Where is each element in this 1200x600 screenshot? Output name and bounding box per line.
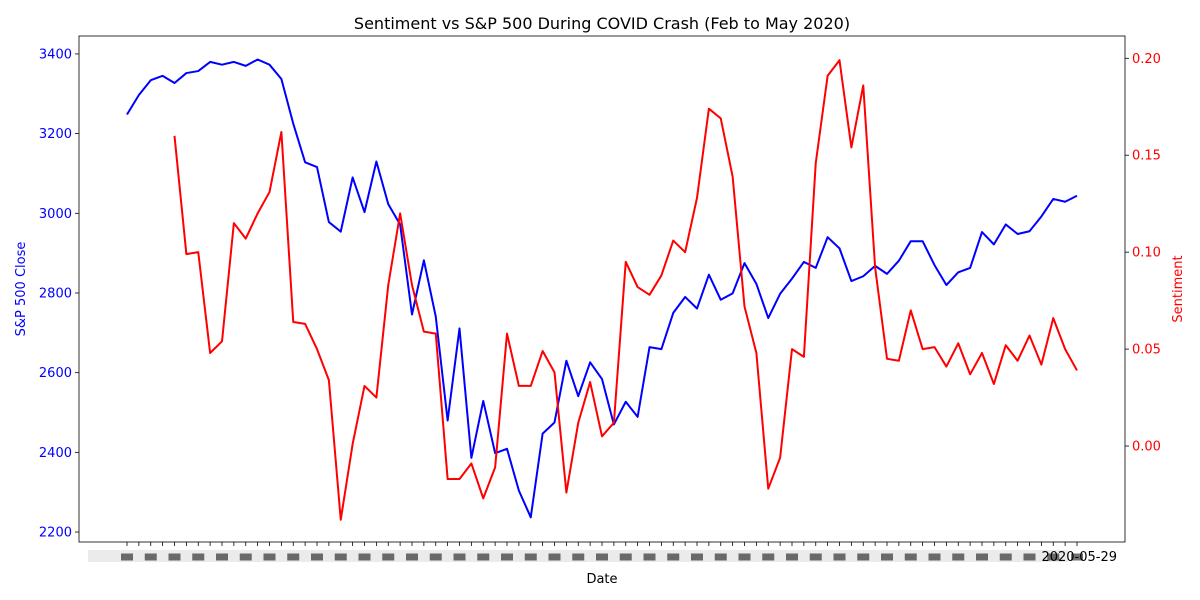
left-tick-label: 2600 (39, 366, 72, 381)
sp500-line (126, 58, 1078, 519)
right-tick-label: 0.10 (1132, 246, 1161, 261)
right-tick-label: 0.05 (1132, 343, 1161, 358)
x-tick-label-last: 2020-05-29 (1041, 550, 1117, 565)
plot-frame (78, 35, 1126, 543)
x-axis-label: Date (586, 572, 617, 587)
chart-title: Sentiment vs S&P 500 During COVID Crash … (354, 14, 850, 33)
right-tick-label: 0.00 (1132, 440, 1161, 455)
right-axis: 0.00 0.05 0.10 0.15 0.20 (1125, 52, 1161, 455)
left-tick-label: 3400 (39, 47, 72, 62)
left-tick-label: 2400 (39, 446, 72, 461)
left-tick-label: 3200 (39, 127, 72, 142)
sentiment-line (173, 59, 1078, 521)
series-lines (126, 58, 1078, 521)
left-tick-label: 3000 (39, 207, 72, 222)
right-tick-label: 0.20 (1132, 52, 1161, 67)
bottom-axis: 2020-05-29 (88, 542, 1117, 565)
left-tick-label: 2200 (39, 526, 72, 541)
left-tick-label: 2800 (39, 286, 72, 301)
right-tick-label: 0.15 (1132, 149, 1161, 164)
y-axis-right-label: Sentiment (1171, 255, 1186, 322)
plot-border (78, 35, 1126, 543)
y-axis-left-label: S&P 500 Close (14, 242, 29, 337)
left-axis: 2200 2400 2600 2800 3000 3200 3400 (39, 47, 79, 541)
